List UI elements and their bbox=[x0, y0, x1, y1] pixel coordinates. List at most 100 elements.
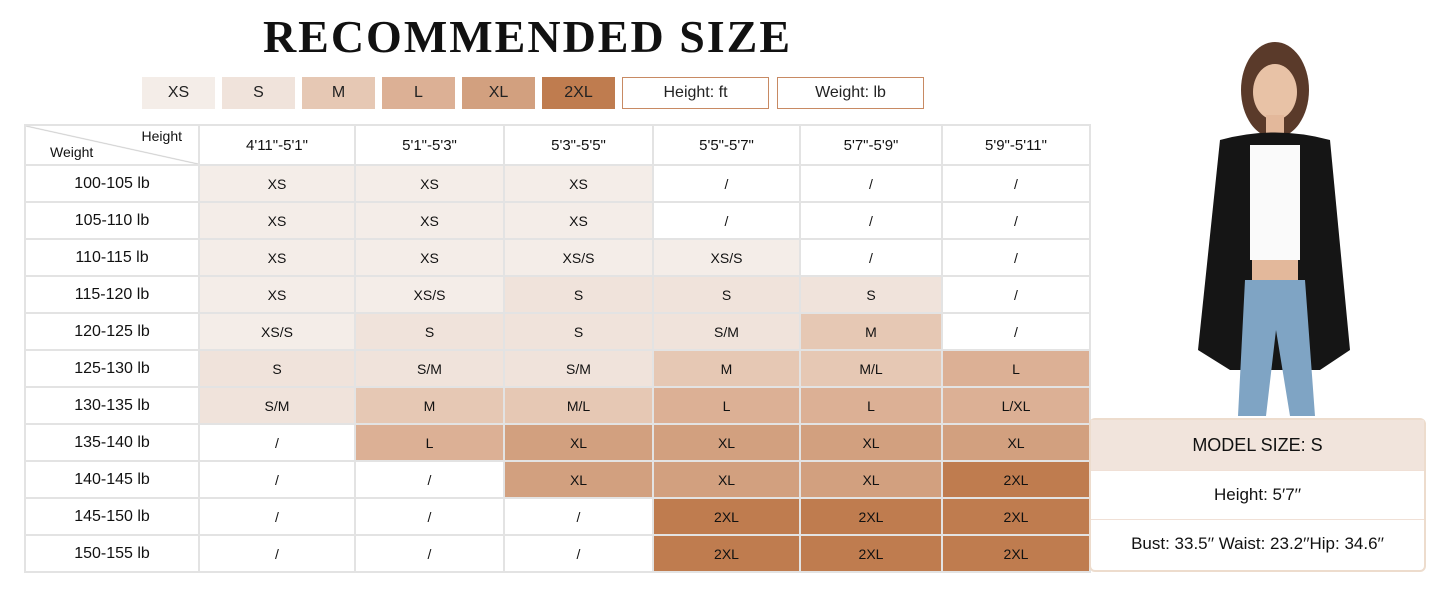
legend-s: S bbox=[222, 77, 295, 109]
size-cell: L/XL bbox=[941, 386, 1091, 425]
size-cell: S/M bbox=[652, 312, 801, 351]
size-cell: / bbox=[941, 312, 1091, 351]
table-row: 110-115 lb XS XS XS/S XS/S / / bbox=[24, 238, 1091, 277]
size-cell: / bbox=[652, 201, 801, 240]
size-cell: / bbox=[198, 460, 356, 499]
size-cell: XL bbox=[941, 423, 1091, 462]
size-cell: XS bbox=[503, 201, 654, 240]
model-measurements: Bust: 33.5′′ Waist: 23.2′′Hip: 34.6′′ bbox=[1091, 519, 1424, 568]
size-cell: S bbox=[799, 275, 943, 314]
size-cell: XS bbox=[354, 164, 505, 203]
weight-label: 115-120 lb bbox=[24, 275, 200, 314]
size-cell: / bbox=[198, 497, 356, 536]
size-cell: S bbox=[198, 349, 356, 388]
table-row: 135-140 lb / L XL XL XL XL bbox=[24, 423, 1091, 462]
table-row: 140-145 lb / / XL XL XL 2XL bbox=[24, 460, 1091, 499]
size-cell: / bbox=[799, 238, 943, 277]
column-header: 5'9"-5'11" bbox=[941, 124, 1091, 166]
size-cell: XS bbox=[198, 275, 356, 314]
weight-label: 130-135 lb bbox=[24, 386, 200, 425]
size-cell: / bbox=[941, 164, 1091, 203]
weight-label: 100-105 lb bbox=[24, 164, 200, 203]
weight-label: 120-125 lb bbox=[24, 312, 200, 351]
size-cell: M bbox=[652, 349, 801, 388]
column-header: 5'7"-5'9" bbox=[799, 124, 943, 166]
weight-unit-label: Weight: lb bbox=[777, 77, 924, 109]
size-cell: / bbox=[503, 497, 654, 536]
size-cell: S/M bbox=[198, 386, 356, 425]
size-cell: XL bbox=[503, 460, 654, 499]
size-cell: / bbox=[799, 164, 943, 203]
column-header: 5'5"-5'7" bbox=[652, 124, 801, 166]
size-cell: / bbox=[354, 460, 505, 499]
page-title: RECOMMENDED SIZE bbox=[262, 11, 793, 62]
size-cell: M bbox=[354, 386, 505, 425]
legend-m: M bbox=[302, 77, 375, 109]
model-size: MODEL SIZE: S bbox=[1091, 420, 1424, 470]
size-cell: 2XL bbox=[941, 497, 1091, 536]
size-cell: S bbox=[652, 275, 801, 314]
table-row: 130-135 lb S/M M M/L L L L/XL bbox=[24, 386, 1091, 425]
size-cell: / bbox=[941, 275, 1091, 314]
weight-label: 150-155 lb bbox=[24, 534, 200, 573]
column-header: 4'11"-5'1" bbox=[198, 124, 356, 166]
table-row: 150-155 lb / //2XL 2XL 2XL bbox=[24, 534, 1091, 573]
size-cell: XL bbox=[503, 423, 654, 462]
corner-height-label: Height bbox=[141, 128, 182, 144]
size-cell: / bbox=[198, 534, 356, 573]
size-cell: / bbox=[354, 497, 505, 536]
size-cell: M/L bbox=[799, 349, 943, 388]
size-cell: / bbox=[941, 201, 1091, 240]
size-cell: M/L bbox=[503, 386, 654, 425]
size-cell: XS bbox=[354, 201, 505, 240]
weight-label: 110-115 lb bbox=[24, 238, 200, 277]
column-header: 5'1"-5'3" bbox=[354, 124, 505, 166]
corner-weight-label: Weight bbox=[50, 144, 94, 160]
size-cell: / bbox=[652, 164, 801, 203]
legend-xl: XL bbox=[462, 77, 535, 109]
size-cell: M bbox=[799, 312, 943, 351]
size-cell: XL bbox=[799, 460, 943, 499]
size-cell: XS/S bbox=[652, 238, 801, 277]
table-row: 145-150 lb / //2XL 2XL 2XL bbox=[24, 497, 1091, 536]
size-cell: 2XL bbox=[799, 497, 943, 536]
weight-label: 140-145 lb bbox=[24, 460, 200, 499]
size-cell: S bbox=[503, 312, 654, 351]
table-row: 125-130 lb S S/M S/M M M/L L bbox=[24, 349, 1091, 388]
size-cell: XS/S bbox=[198, 312, 356, 351]
size-cell: 2XL bbox=[799, 534, 943, 573]
weight-label: 105-110 lb bbox=[24, 201, 200, 240]
size-legend: XS S M L XL 2XL Height: ft Weight: lb bbox=[142, 77, 932, 109]
model-photo bbox=[1198, 42, 1350, 416]
model-size-card: MODEL SIZE: S Height: 5′7′′ Bust: 33.5′′… bbox=[1089, 418, 1426, 572]
size-cell: XS bbox=[198, 164, 356, 203]
size-cell: S bbox=[503, 275, 654, 314]
size-cell: / bbox=[354, 534, 505, 573]
legend-xs: XS bbox=[142, 77, 215, 109]
size-cell: XS/S bbox=[503, 238, 654, 277]
size-cell: XS bbox=[354, 238, 505, 277]
table-row: 120-125 lb XS/S S S S/M M / bbox=[24, 312, 1091, 351]
size-cell: L bbox=[941, 349, 1091, 388]
size-table: Height Weight 4'11"-5'1" 5'1"-5'3" 5'3"-5'… bbox=[24, 124, 1091, 573]
size-cell: / bbox=[503, 534, 654, 573]
weight-label: 145-150 lb bbox=[24, 497, 200, 536]
table-row: 100-105 lb XS XS XS / / / bbox=[24, 164, 1091, 203]
size-cell: 2XL bbox=[941, 460, 1091, 499]
size-cell: 2XL bbox=[652, 534, 801, 573]
size-cell: S/M bbox=[503, 349, 654, 388]
legend-2xl: 2XL bbox=[542, 77, 615, 109]
height-unit-label: Height: ft bbox=[622, 77, 769, 109]
size-cell: L bbox=[799, 386, 943, 425]
size-cell: / bbox=[799, 201, 943, 240]
size-cell: XS/S bbox=[354, 275, 505, 314]
model-height: Height: 5′7′′ bbox=[1091, 470, 1424, 519]
table-row: 115-120 lb XS XS/S S S S / bbox=[24, 275, 1091, 314]
legend-l: L bbox=[382, 77, 455, 109]
size-cell: L bbox=[354, 423, 505, 462]
size-cell: / bbox=[198, 423, 356, 462]
size-cell: 2XL bbox=[941, 534, 1091, 573]
size-cell: XS bbox=[198, 201, 356, 240]
size-cell: XL bbox=[652, 423, 801, 462]
weight-label: 135-140 lb bbox=[24, 423, 200, 462]
